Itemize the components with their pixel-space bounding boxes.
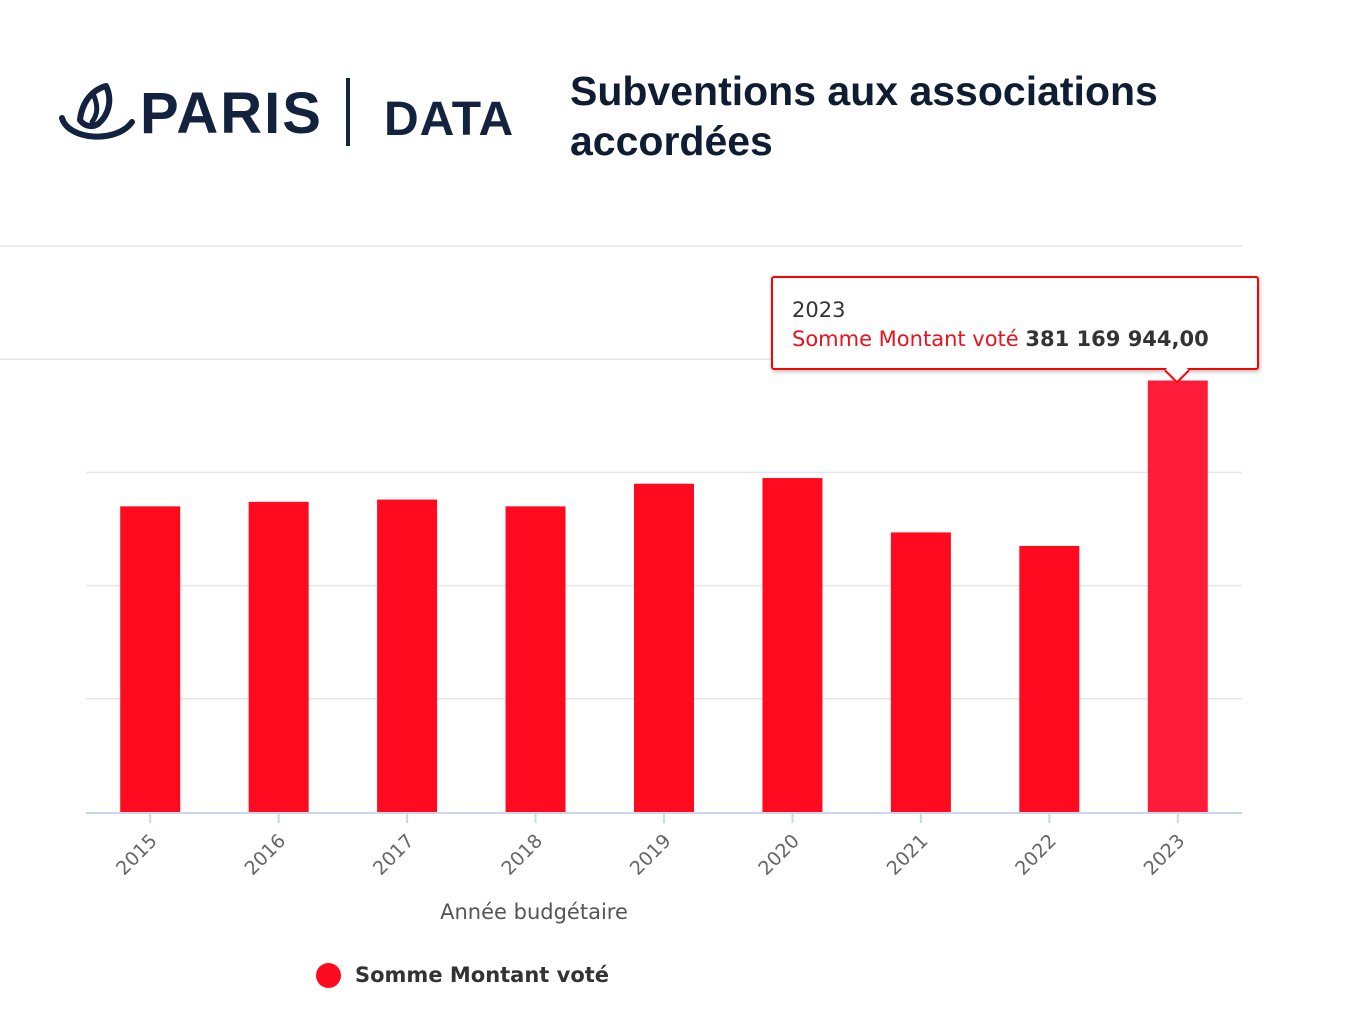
x-tick-label: 2017 xyxy=(369,830,419,880)
legend-marker xyxy=(316,962,341,988)
x-tick-label: 2016 xyxy=(240,830,290,880)
bar-2020[interactable] xyxy=(762,478,823,812)
bar-2016[interactable] xyxy=(248,501,309,812)
bar-2017[interactable] xyxy=(377,499,438,812)
bar-2018[interactable] xyxy=(505,506,566,812)
x-tick-label: 2018 xyxy=(497,830,547,880)
bar-2022[interactable] xyxy=(1019,545,1080,812)
tooltip-value: 381 169 944,00 xyxy=(1025,327,1209,351)
bar-2023[interactable] xyxy=(1147,380,1208,812)
x-tick-label: 2021 xyxy=(883,830,933,880)
x-tick-label: 2015 xyxy=(112,830,162,880)
tooltip-category: 2023 xyxy=(792,298,846,322)
x-tick-label: 2022 xyxy=(1011,830,1061,880)
x-tick-label: 2019 xyxy=(626,830,676,880)
bar-2015[interactable] xyxy=(120,506,181,812)
paris-data-logo: PARIS DATA xyxy=(58,70,528,160)
logo-paris-text: PARIS xyxy=(140,81,323,146)
tooltip-line: Somme Montant voté 381 169 944,00 xyxy=(792,324,1257,354)
x-axis: 2015 2016 2017 2018 2019 2020 2021 2022 2023 xyxy=(86,812,1242,880)
x-axis-title: Année budgétaire xyxy=(440,900,628,924)
logo-data-text: DATA xyxy=(384,93,515,146)
x-tick-label: 2020 xyxy=(754,830,804,880)
bar-2021[interactable] xyxy=(890,532,951,812)
tooltip: 2023 Somme Montant voté 381 169 944,00 xyxy=(771,276,1259,384)
bar-chart: 2015 2016 2017 2018 2019 2020 2021 2022 2023 Ann… xyxy=(0,245,1242,924)
legend-label: Somme Montant voté xyxy=(355,963,610,987)
paris-ship-icon xyxy=(59,83,135,140)
x-tick-label: 2023 xyxy=(1140,830,1190,880)
bar-2019[interactable] xyxy=(634,483,694,812)
tooltip-series-name: Somme Montant voté xyxy=(792,327,1019,351)
logo-separator xyxy=(346,78,350,146)
bars xyxy=(120,380,1208,812)
chart-title: Subventions aux associations accordées xyxy=(570,68,1158,164)
legend[interactable]: Somme Montant voté xyxy=(316,960,609,990)
